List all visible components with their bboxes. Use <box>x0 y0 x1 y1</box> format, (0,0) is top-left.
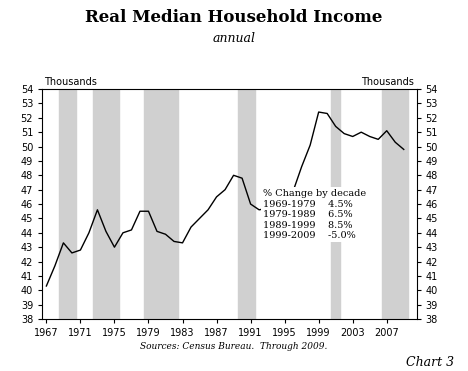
Text: Real Median Household Income: Real Median Household Income <box>85 9 383 26</box>
Text: annual: annual <box>212 32 256 45</box>
Bar <box>161 89 178 319</box>
Text: Chart 3: Chart 3 <box>406 356 454 369</box>
Text: Thousands: Thousands <box>361 77 414 87</box>
Text: % Change by decade
1969-1979    4.5%
1979-1989    6.5%
1989-1999    8.5%
1999-20: % Change by decade 1969-1979 4.5% 1979-1… <box>263 189 366 240</box>
Bar <box>382 89 408 319</box>
Bar <box>238 89 255 319</box>
Text: Sources: Census Bureau.  Through 2009.: Sources: Census Bureau. Through 2009. <box>140 342 328 351</box>
Bar <box>144 89 161 319</box>
Bar <box>59 89 76 319</box>
Bar <box>93 89 119 319</box>
Bar <box>331 89 340 319</box>
Text: Thousands: Thousands <box>44 77 97 87</box>
